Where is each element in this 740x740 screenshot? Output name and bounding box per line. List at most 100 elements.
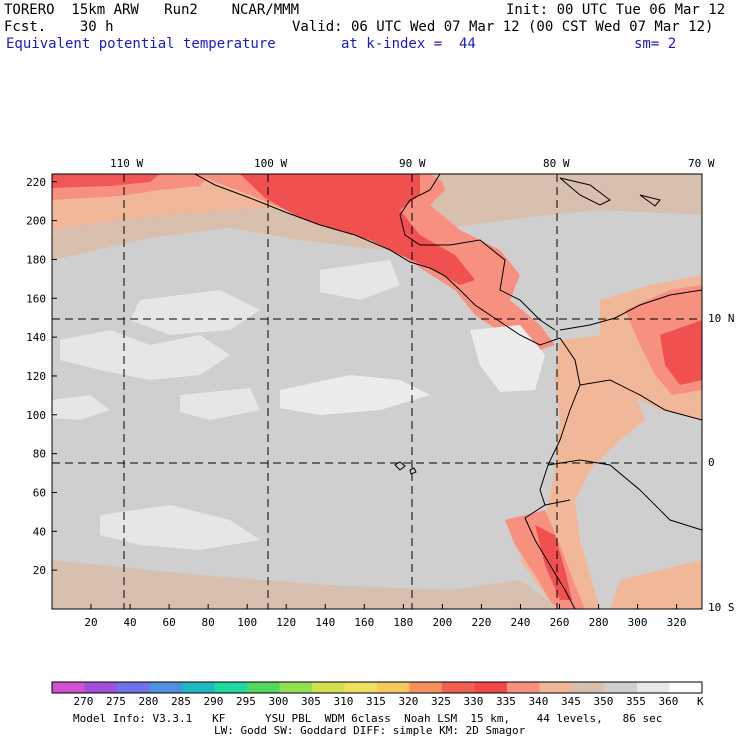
colorbar-swatch [507,682,540,693]
lat-label-0: 0 [708,456,715,469]
x-tick-label: 180 [393,616,413,629]
x-tick-label: 120 [276,616,296,629]
pacific-coastline-north [194,174,561,346]
theta-e-low-patch-3 [280,375,430,415]
theta-e-low-patch-4 [470,325,545,392]
x-tick-label: 80 [202,616,215,629]
colorbar-frame [51,681,703,694]
y-tick-label: 120 [26,370,46,383]
y-tick-label: 200 [26,215,46,228]
colorbar-swatch [279,682,313,693]
colorbar-label: 340 [528,695,549,708]
colorbar-swatch [669,682,703,693]
colorbar-label: 315 [366,695,386,708]
x-tick-label: 200 [432,616,452,629]
colorbar-label: 285 [171,695,191,708]
colorbar-swatch [572,682,605,693]
theta-e-low-patch-7 [180,388,260,420]
lon-label-70w: 70 W [688,157,715,170]
colorbar-label: 320 [398,695,419,708]
colorbar-label: 305 [301,695,321,708]
colorbar-label: 360 [658,695,679,708]
y-tick-label: 220 [26,176,46,189]
model-title: TORERO 15km ARW Run2 NCAR/MMM [4,2,300,18]
x-tick-label: 40 [123,616,136,629]
theta-e-band-southeast [610,560,702,609]
init-time: Init: 00 UTC Tue 06 Mar 12 [506,2,726,18]
theta-e-band-south [52,560,560,609]
colorbar-swatch [312,682,345,693]
colorbar [52,682,703,693]
colorbar-swatch [214,682,248,693]
colorbar-label: 345 [561,695,581,708]
theta-e-low-patch-6 [320,260,400,300]
theta-e-colombia-max [660,320,702,385]
colorbar-swatch [182,682,215,693]
valid-time: Valid: 06 UTC Wed 07 Mar 12 (00 CST Wed … [292,19,714,35]
colorbar-swatch [377,682,410,693]
colorbar-swatch [604,682,638,693]
colorbar-swatch [539,682,573,693]
theta-e-peru-max [535,525,572,600]
colorbar-swatch [149,682,183,693]
x-tick-label: 240 [511,616,531,629]
galapagos-islands [394,461,417,475]
colorbar-label: 300 [268,695,289,708]
x-tick-label: 220 [471,616,491,629]
y-tick-label: 180 [26,253,46,266]
colorbar-swatch [117,682,150,693]
y-tick-label: 100 [26,409,46,422]
model-info: Model Info: V3.3.1 KF YSU PBL WDM 6class… [73,712,663,725]
forecast-hour: Fcst. 30 h [4,19,114,35]
colorbar-swatch [344,682,378,693]
colorbar-label: 275 [106,695,126,708]
x-tick-label: 140 [315,616,335,629]
colorbar-unit: K [697,695,704,708]
y-tick-label: 60 [33,486,46,499]
model-physics: LW: Godd SW: Goddard DIFF: simple KM: 2D… [214,724,526,737]
theta-e-max-central-america [240,174,475,285]
theta-e-max-northwest [52,174,160,188]
colorbar-swatch [84,682,118,693]
colorbar-label: 335 [496,695,516,708]
lon-label-110w: 110 W [110,157,144,170]
x-tick-label: 280 [589,616,609,629]
colorbar-swatch [442,682,475,693]
theta-e-northeast [430,174,702,212]
colorbar-label: 270 [73,695,94,708]
y-tick-label: 20 [33,564,46,577]
colombia-north-coast [559,289,702,331]
plot-frame [51,173,703,610]
colorbar-label: 330 [463,695,484,708]
colorbar-label: 290 [203,695,224,708]
x-tick-label: 300 [628,616,648,629]
colorbar-label: 310 [333,695,354,708]
colorbar-label: 355 [626,695,646,708]
caribbean-coastline [399,174,556,331]
x-tick-label: 60 [162,616,175,629]
lon-label-90w: 90 W [399,157,426,170]
lon-label-80w: 80 W [543,157,570,170]
lat-label-10n: 10 N [708,312,735,325]
colorbar-swatch [52,682,85,693]
k-index: at k-index = 44 [341,36,476,52]
colorbar-label: 350 [593,695,614,708]
colorbar-label: 280 [138,695,159,708]
y-tick-label: 40 [33,525,46,538]
lon-label-100w: 100 W [254,157,288,170]
colorbar-swatch [247,682,280,693]
colorbar-swatch [474,682,508,693]
smoothing: sm= 2 [634,36,677,52]
colorbar-label: 295 [236,695,256,708]
y-tick-label: 160 [26,292,46,305]
y-tick-label: 140 [26,331,46,344]
caribbean-islands [559,177,661,207]
colorbar-swatch [409,682,443,693]
x-tick-label: 320 [667,616,687,629]
theta-e-low-patch-1 [60,330,230,380]
x-axis-ticks: 20 40 60 80 100 120 140 160 180 200 220 240 260 280 30… [84,604,687,629]
theta-e-low-patch-8 [52,395,110,420]
x-tick-label: 100 [237,616,257,629]
x-tick-label: 260 [550,616,570,629]
